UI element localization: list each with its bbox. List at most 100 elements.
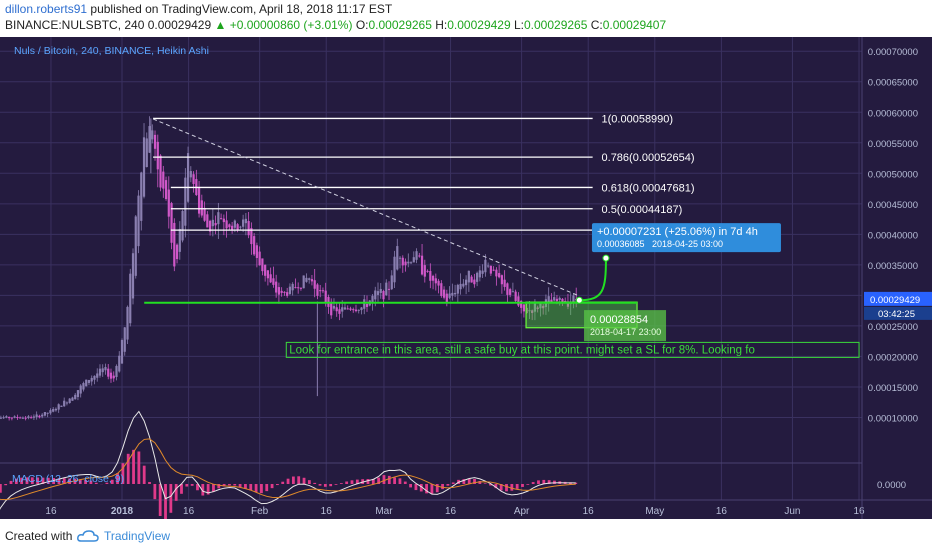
candle-body [247, 220, 250, 236]
x-tick-label: 16 [321, 506, 333, 517]
y-tick-label: 0.00020000 [868, 352, 918, 363]
macd-histogram-bar [521, 484, 524, 487]
candle-body [321, 290, 325, 292]
candle-body [13, 416, 16, 418]
candle-body [5, 416, 8, 418]
candle-body [489, 265, 492, 274]
candle-body [423, 265, 426, 277]
macd-histogram-bar [132, 449, 135, 484]
candle-body [308, 278, 311, 280]
candle-body [35, 414, 38, 418]
macd-histogram-bar [68, 478, 72, 484]
candle-body [313, 280, 316, 289]
macd-histogram-bar [89, 480, 93, 484]
candle-body [357, 309, 360, 311]
candle-body [239, 226, 242, 228]
macd-histogram-bar [30, 477, 34, 484]
candle-body [242, 219, 245, 227]
macd-histogram-bar [254, 484, 258, 493]
macd-histogram-bar [302, 477, 306, 484]
candle-body [145, 138, 148, 168]
candle-body [396, 246, 399, 270]
macd-histogram-bar [323, 484, 327, 487]
chart-area[interactable]: 0.00010000 0.00015000 0.00020000 0.00025000… [0, 37, 932, 519]
candle-body [288, 286, 292, 294]
candle-body [184, 177, 187, 226]
low-value: 0.00029265 [524, 18, 588, 32]
candle-body [170, 203, 173, 243]
candle-body [310, 279, 314, 282]
macd-histogram-bar [206, 484, 210, 495]
candle-body [558, 297, 561, 300]
high-label: H: [435, 18, 448, 32]
x-tick-label: Mar [375, 506, 393, 517]
candle-body [21, 417, 24, 419]
macd-histogram-bar [228, 484, 231, 486]
macd-histogram-bar [25, 477, 29, 484]
macd-histogram-bar [265, 484, 269, 492]
candle-body [385, 282, 388, 296]
y-tick-label: 0.00070000 [868, 47, 918, 58]
candle-body [30, 417, 33, 419]
candle-body [32, 416, 36, 418]
fib-level-label: 0.618(0.00047681) [602, 182, 695, 194]
macd-histogram-group [0, 449, 578, 519]
candle-body [393, 256, 396, 283]
macd-histogram-bar [62, 478, 66, 484]
open-value: 0.00029265 [368, 18, 432, 32]
candle-body [503, 279, 506, 287]
macd-histogram-bar [238, 484, 242, 488]
candle-body [68, 398, 71, 403]
candle-body [71, 397, 74, 401]
macd-histogram-bar [196, 484, 199, 491]
macd-histogram-bar [425, 484, 428, 494]
candle-body [140, 172, 143, 221]
candle-body [335, 307, 338, 312]
candle-body [0, 417, 2, 419]
x-tick-label: 16 [583, 506, 595, 517]
candle-body [159, 155, 162, 188]
candle-body [65, 402, 69, 404]
candle-body [484, 259, 487, 273]
candle-body [137, 195, 140, 247]
projection-start-point [575, 296, 583, 304]
candle-body [115, 365, 118, 377]
open-label: O: [355, 18, 369, 32]
bar-countdown-tag [864, 306, 932, 320]
macd-histogram-bar [270, 484, 274, 489]
tradingview-brand-link[interactable]: TradingView [104, 529, 171, 543]
author-link[interactable]: dillon.roberts91 [5, 2, 88, 16]
candle-body [316, 284, 319, 296]
macd-axis-label: 0.0000 [877, 480, 906, 491]
candle-body [52, 409, 55, 412]
macd-histogram-bar [574, 482, 578, 484]
candle-body [533, 303, 537, 312]
tradingview-cloud-icon [77, 530, 99, 542]
candle-body [376, 291, 380, 295]
candle-body [536, 307, 539, 310]
annotation-text: Look for entrance in this area, still a … [289, 344, 755, 356]
macd-histogram-bar [217, 484, 221, 489]
candle-body [442, 289, 446, 298]
candle-body [415, 251, 418, 260]
entry-zone-date: 2018-04-17 23:00 [590, 327, 661, 337]
y-tick-label: 0.00055000 [868, 139, 918, 150]
candle-body [43, 412, 47, 416]
price-chart-svg[interactable]: 0.00010000 0.00015000 0.00020000 0.00025000… [0, 37, 932, 519]
candle-body [87, 380, 91, 383]
macd-histogram-bar [126, 453, 130, 484]
candle-body [208, 220, 212, 232]
candle-body [85, 379, 88, 387]
candle-body [506, 283, 509, 295]
macd-histogram-bar [73, 478, 77, 484]
publish-header: dillon.roberts91 published on TradingVie… [5, 2, 929, 18]
y-tick-label: 0.00060000 [868, 108, 918, 119]
candle-body [181, 210, 184, 241]
candle-body [236, 224, 239, 230]
macd-histogram-bar [212, 484, 215, 492]
symbol-label: BINANCE:NULSBTC, 240 [5, 18, 145, 32]
candle-body [134, 216, 137, 276]
candle-body [54, 408, 58, 411]
macd-histogram-bar [499, 484, 503, 491]
candle-body [528, 310, 531, 312]
